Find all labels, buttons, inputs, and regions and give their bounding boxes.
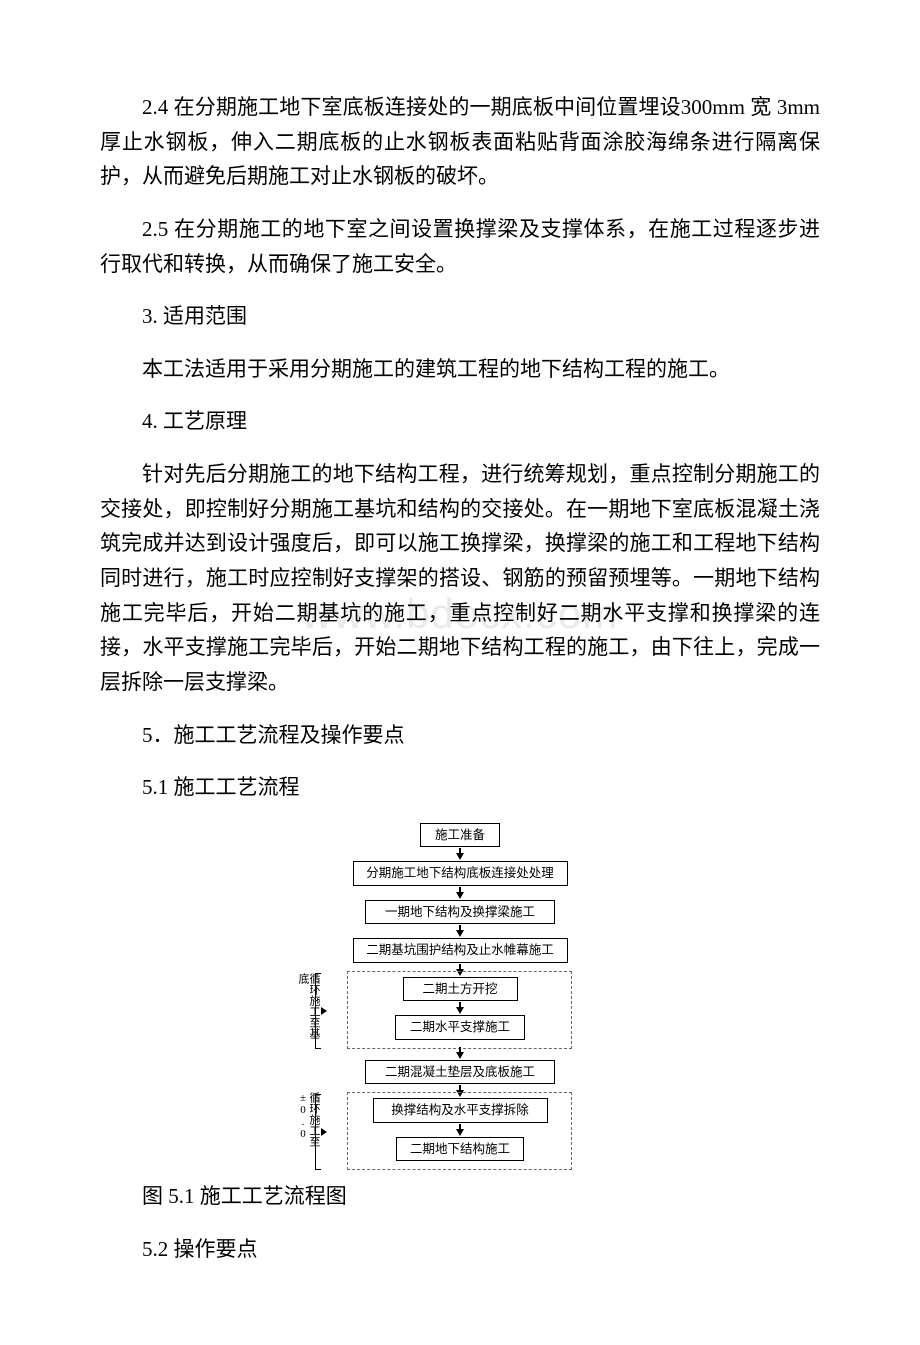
- loop-group-2: 循环施工至±0.0 换撑结构及水平支撑拆除 二期地下结构施工: [295, 1098, 625, 1161]
- flow-node-prepare: 施工准备: [420, 823, 500, 848]
- arrow-down-icon: [456, 1052, 464, 1059]
- heading-4: 4. 工艺原理: [100, 404, 820, 439]
- process-flowchart: 施工准备 分期施工地下结构底板连接处处理 一期地下结构及换撑梁施工 二期基坑围护…: [100, 823, 820, 1162]
- arrow-down-icon: [456, 853, 464, 860]
- flow-node-phase1: 一期地下结构及换撑梁施工: [365, 900, 555, 925]
- heading-3: 3. 适用范围: [100, 299, 820, 334]
- flow-node-enclosure: 二期基坑围护结构及止水帷幕施工: [353, 938, 568, 963]
- loop-arrow-icon: [321, 1007, 327, 1015]
- flow-node-joint: 分期施工地下结构底板连接处处理: [353, 861, 568, 886]
- paragraph-2-5: 2.5 在分期施工的地下室之间设置换撑梁及支撑体系，在施工过程逐步进行取代和转换…: [100, 212, 820, 281]
- paragraph-2-4: 2.4 在分期施工地下室底板连接处的一期底板中间位置埋设300mm 宽 3mm …: [100, 90, 820, 194]
- arrow-down-icon: [456, 1129, 464, 1136]
- document-body: 2.4 在分期施工地下室底板连接处的一期底板中间位置埋设300mm 宽 3mm …: [100, 90, 820, 1267]
- arrow-down-icon: [456, 1007, 464, 1014]
- paragraph-3-body: 本工法适用于采用分期施工的建筑工程的地下结构工程的施工。: [100, 352, 820, 387]
- arrow-down-icon: [456, 892, 464, 899]
- arrow-down-icon: [456, 930, 464, 937]
- loop-arrow-icon: [321, 1128, 327, 1136]
- heading-5: 5．施工工艺流程及操作要点: [100, 718, 820, 753]
- loop-group-1: 循环施工至基底 二期土方开挖 二期水平支撑施工: [295, 977, 625, 1040]
- figure-caption: 图 5.1 施工工艺流程图: [100, 1179, 820, 1214]
- flow-node-cushion: 二期混凝土垫层及底板施工: [365, 1060, 555, 1085]
- heading-5-2: 5.2 操作要点: [100, 1232, 820, 1267]
- heading-5-1: 5.1 施工工艺流程: [100, 770, 820, 805]
- paragraph-4-body: 针对先后分期施工的地下结构工程，进行统筹规划，重点控制分期施工的交接处，即控制好…: [100, 457, 820, 699]
